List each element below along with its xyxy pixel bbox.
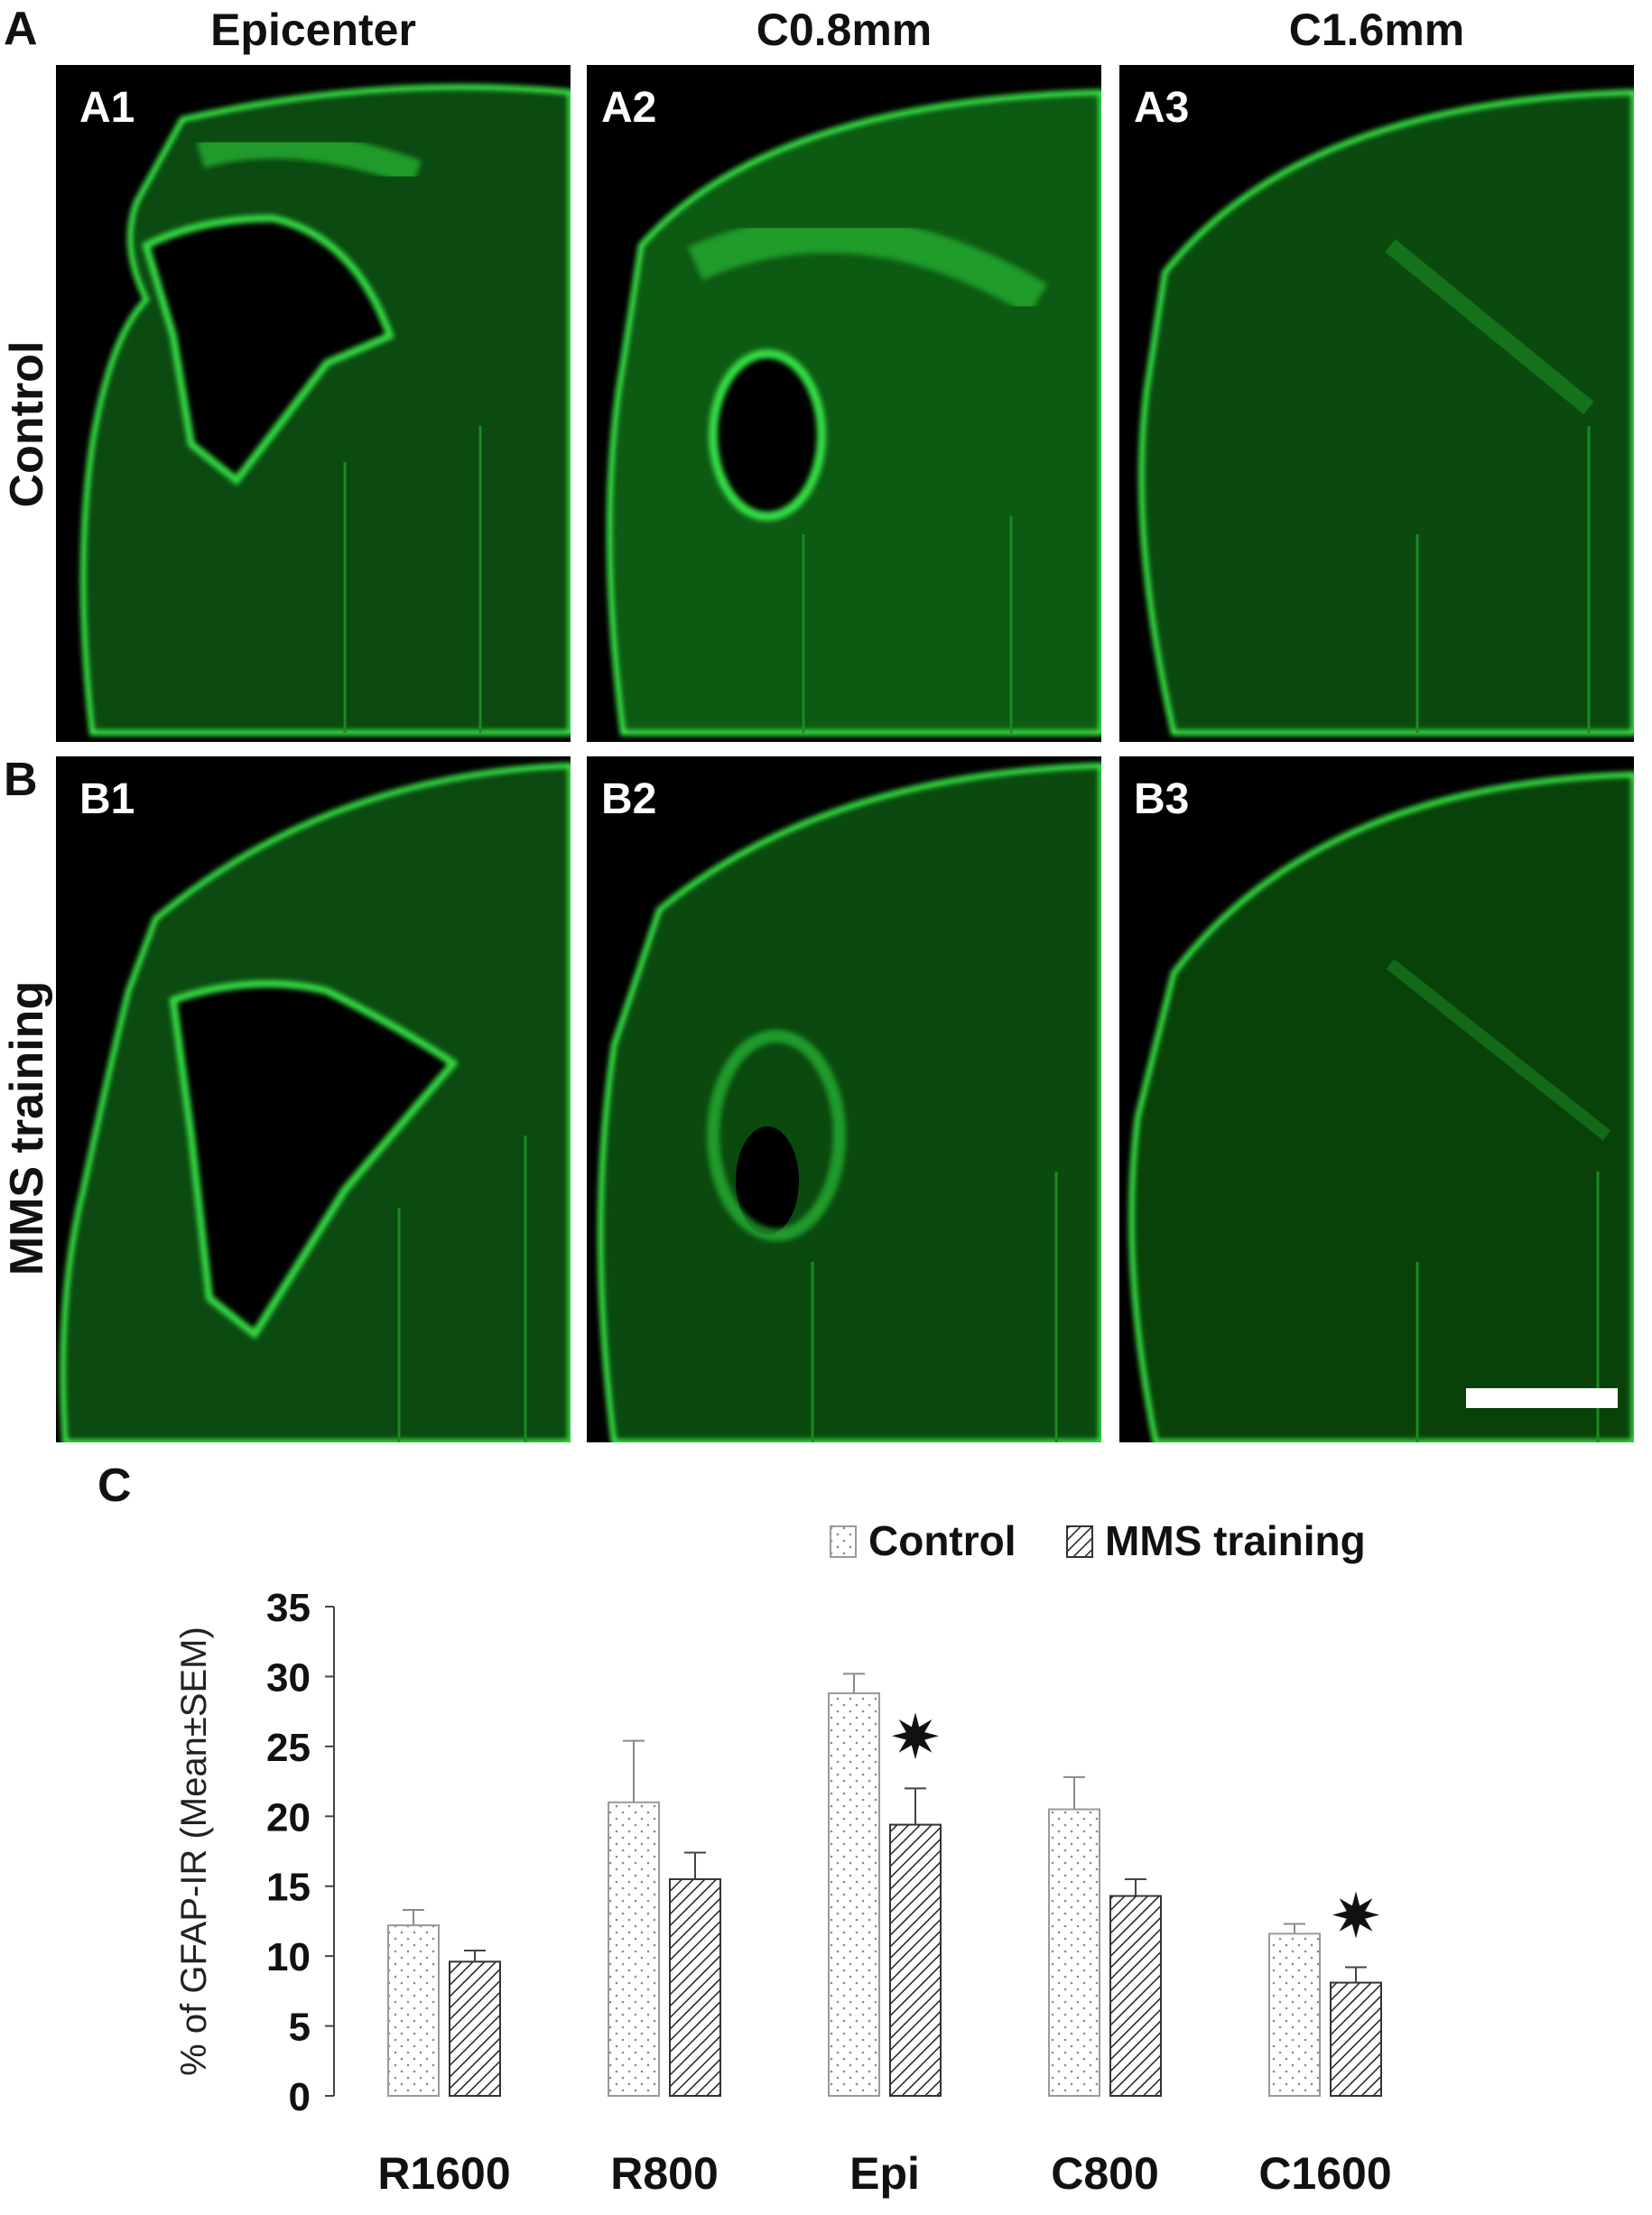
y-tick-label: 5 [289, 2006, 311, 2050]
bar-mms-training-c1600 [1330, 1981, 1382, 2098]
column-title-c16: C1.6mm [1288, 5, 1465, 55]
legend-swatch [1066, 1525, 1093, 1558]
micrograph-a1 [56, 65, 571, 742]
bar-control-r1600 [387, 1924, 440, 2097]
panel-c-letter: C [97, 1460, 132, 1512]
y-tick-label: 35 [266, 1586, 311, 1630]
micrograph-b2 [587, 756, 1101, 1442]
bar-mms-training-epi [889, 1823, 942, 2097]
row-label-control: Control [1, 340, 53, 508]
x-category-label: R800 [610, 2148, 719, 2199]
bar-mms-training-r1600 [449, 1960, 501, 2098]
sub-label-a1: A1 [79, 84, 135, 132]
panel-a-letter: A [4, 3, 38, 55]
bar-control-epi [828, 1692, 880, 2098]
column-title-epicenter: Epicenter [210, 5, 416, 55]
panel-b-letter: B [4, 754, 38, 806]
row-label-mms-training: MMS training [1, 980, 53, 1276]
y-tick-label: 20 [266, 1795, 311, 1840]
significance-star-icon [892, 1712, 939, 1760]
y-tick-label: 30 [266, 1655, 311, 1700]
bar-control-c1600 [1268, 1932, 1321, 2098]
sub-label-b2: B2 [601, 775, 657, 823]
sub-label-a3: A3 [1134, 84, 1190, 132]
x-category-label: R1600 [377, 2148, 510, 2199]
legend-swatch [830, 1525, 857, 1558]
bar-mms-training-c800 [1109, 1895, 1162, 2097]
sub-label-b1: B1 [79, 775, 135, 823]
x-category-label: Epi [849, 2148, 920, 2199]
y-tick-label: 0 [289, 2075, 311, 2119]
bar-control-r800 [608, 1801, 660, 2097]
y-tick-label: 10 [266, 1935, 311, 1979]
bar-control-c800 [1048, 1808, 1100, 2097]
micrograph-a3 [1119, 65, 1634, 742]
micrograph-a2 [587, 65, 1101, 742]
x-category-label: C800 [1051, 2148, 1159, 2199]
column-title-c08: C0.8mm [756, 5, 933, 55]
sub-label-b3: B3 [1134, 775, 1190, 823]
gfap-bar-chart: 0 5 10 15 20 25 30 35 % of GFAP-IR (Mean±SEM) R1… [174, 1517, 1392, 2199]
bar-mms-training-r800 [669, 1877, 721, 2097]
scale-bar [1466, 1388, 1618, 1408]
y-tick-label: 15 [266, 1866, 311, 1910]
significance-star-icon [1332, 1891, 1379, 1939]
micrograph-b1 [56, 756, 571, 1442]
sub-label-a2: A2 [601, 84, 657, 132]
y-tick-label: 25 [266, 1726, 311, 1770]
micrograph-b3 [1119, 756, 1634, 1442]
legend-label: Control [868, 1517, 1016, 1564]
y-axis-label: % of GFAP-IR (Mean±SEM) [174, 1626, 214, 2076]
x-category-label: C1600 [1258, 2148, 1391, 2199]
legend-label: MMS training [1105, 1517, 1366, 1564]
